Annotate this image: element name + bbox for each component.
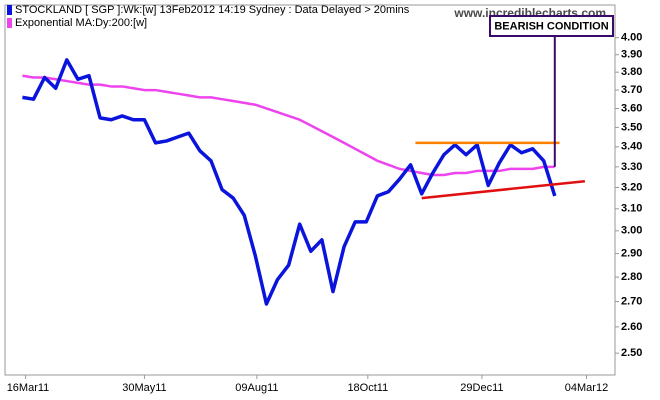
annotation-box bbox=[489, 15, 614, 37]
x-tick-label: 18Oct11 bbox=[347, 382, 388, 394]
y-tick-label: 3.30 bbox=[621, 161, 642, 173]
x-tick-label: 04Mar12 bbox=[565, 382, 608, 394]
x-tick-label: 30May11 bbox=[122, 382, 166, 394]
trend-line bbox=[421, 179, 586, 200]
y-tick-label: 3.90 bbox=[621, 49, 642, 61]
y-tick-label: 2.90 bbox=[621, 247, 642, 259]
y-tick-label: 4.00 bbox=[621, 32, 642, 44]
series-line bbox=[22, 58, 557, 306]
y-tick-label: 2.60 bbox=[621, 321, 642, 333]
x-tick-label: 16Mar11 bbox=[7, 382, 50, 394]
y-tick-label: 3.40 bbox=[621, 141, 642, 153]
y-tick-label: 2.50 bbox=[621, 347, 642, 359]
x-tick-label: 09Aug11 bbox=[235, 382, 278, 394]
annotation-text: BEARISH CONDITION bbox=[494, 20, 608, 32]
legend-swatch bbox=[7, 18, 12, 28]
y-tick-label: 3.50 bbox=[621, 121, 642, 133]
series-line bbox=[22, 74, 555, 177]
legend-swatch bbox=[7, 5, 12, 15]
y-tick-label: 3.60 bbox=[621, 102, 642, 114]
x-tick-label: 29Dec11 bbox=[460, 382, 503, 394]
y-tick-label: 3.70 bbox=[621, 84, 642, 96]
y-tick-label: 2.80 bbox=[621, 271, 642, 283]
y-tick-label: 3.80 bbox=[621, 66, 642, 78]
y-tick-label: 3.20 bbox=[621, 181, 642, 193]
y-tick-label: 2.70 bbox=[621, 295, 642, 307]
legend-label: Exponential MA:Dy:200:[w] bbox=[15, 17, 147, 29]
legend-label: STOCKLAND [ SGP ]:Wk:[w] 13Feb2012 14:19… bbox=[15, 4, 410, 16]
y-tick-label: 3.10 bbox=[621, 203, 642, 215]
y-tick-label: 3.00 bbox=[621, 225, 642, 237]
plot-frame bbox=[4, 4, 616, 376]
